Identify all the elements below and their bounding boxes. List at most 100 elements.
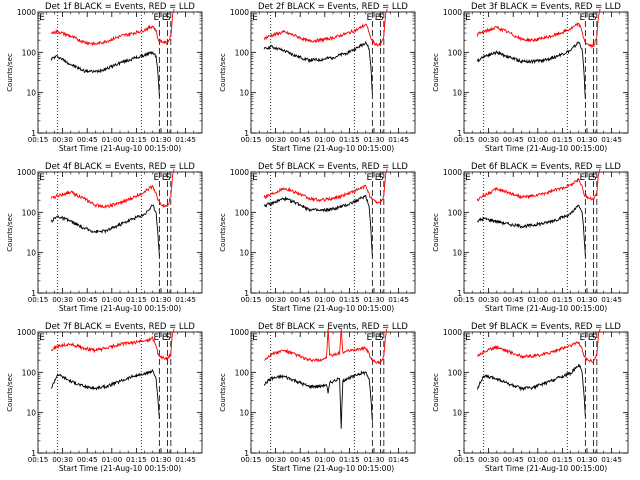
x-tick-label: 01:15 <box>126 455 147 464</box>
marker-label: E <box>252 173 258 183</box>
lld-series-line <box>50 8 175 47</box>
lld-series-line <box>264 328 388 365</box>
x-tick-label: 01:00 <box>101 455 122 464</box>
events-series-line <box>50 204 160 257</box>
y-tick-label: 100 <box>448 208 463 217</box>
marker-label: E <box>588 13 594 23</box>
x-tick-label: 00:45 <box>290 295 311 304</box>
panel-title: Det 7f BLACK = Events, RED = LLD <box>45 322 195 332</box>
x-tick-label: 01:00 <box>101 135 122 144</box>
panel-title: Det 6f BLACK = Events, RED = LLD <box>471 162 621 172</box>
marker-label: S <box>165 13 171 23</box>
x-tick-label: 01:15 <box>339 295 360 304</box>
y-axis-label: Counts/sec <box>219 53 227 92</box>
marker-label: E <box>367 173 373 183</box>
events-series-line <box>263 194 373 257</box>
x-tick-label: 00:15 <box>28 455 49 464</box>
y-tick-label: 1 <box>31 129 36 138</box>
lld-series-line <box>476 168 601 202</box>
y-tick-label: 1 <box>244 129 249 138</box>
marker-label: E <box>252 333 258 343</box>
lld-series-line <box>263 8 388 48</box>
marker-label: E <box>154 13 160 23</box>
lld-series-line <box>476 8 601 49</box>
x-tick-label: 01:45 <box>601 135 622 144</box>
x-tick-label: 01:45 <box>175 135 196 144</box>
x-tick-label: 01:00 <box>314 135 335 144</box>
panel-title: Det 8f BLACK = Events, RED = LLD <box>258 322 408 332</box>
x-tick-label: 00:30 <box>265 455 286 464</box>
lld-series-line <box>50 328 175 361</box>
plot-frame <box>250 171 416 294</box>
x-tick-label: 01:45 <box>601 295 622 304</box>
x-tick-label: 00:15 <box>241 455 262 464</box>
x-tick-label: 01:30 <box>577 455 598 464</box>
plot-frame <box>37 11 203 134</box>
y-tick-label: 1 <box>457 449 462 458</box>
plot-frame <box>250 331 416 454</box>
x-tick-label: 01:30 <box>364 455 385 464</box>
y-tick-label: 1000 <box>230 328 249 337</box>
events-series-line <box>263 40 373 95</box>
y-tick-label: 100 <box>448 48 463 57</box>
y-tick-label: 1000 <box>230 8 249 17</box>
x-tick-label: 00:30 <box>265 295 286 304</box>
marker-label: E <box>154 173 160 183</box>
x-tick-label: 01:30 <box>364 295 385 304</box>
x-tick-label: 01:15 <box>339 455 360 464</box>
x-tick-label: 01:15 <box>552 455 573 464</box>
events-series-line <box>476 41 586 99</box>
y-tick-label: 1000 <box>230 168 249 177</box>
x-tick-label: 01:30 <box>151 135 172 144</box>
x-tick-label: 01:30 <box>151 455 172 464</box>
marker-label: S <box>378 13 384 23</box>
detector-panel: Det 8f BLACK = Events, RED = LLD 1 10 100 10… <box>219 322 416 473</box>
y-tick-label: 1 <box>244 289 249 298</box>
panel-title: Det 3f BLACK = Events, RED = LLD <box>471 2 621 12</box>
y-axis-label: Counts/sec <box>432 213 440 252</box>
events-series-line <box>263 370 373 429</box>
x-tick-label: 01:00 <box>314 455 335 464</box>
marker-label: E <box>465 173 471 183</box>
x-tick-label: 00:15 <box>454 455 475 464</box>
y-tick-label: 100 <box>22 208 37 217</box>
x-tick-label: 01:00 <box>527 455 548 464</box>
x-tick-label: 00:45 <box>503 455 524 464</box>
y-tick-label: 1 <box>244 449 249 458</box>
y-tick-label: 10 <box>452 89 462 98</box>
y-tick-label: 100 <box>235 208 250 217</box>
x-tick-label: 00:30 <box>478 295 499 304</box>
detector-panel: Det 5f BLACK = Events, RED = LLD 1 10 100 10… <box>219 162 416 313</box>
plot-frame <box>37 331 203 454</box>
marker-label: E <box>252 13 258 23</box>
marker-label: S <box>165 173 171 183</box>
x-tick-label: 00:15 <box>28 295 49 304</box>
y-tick-label: 1000 <box>443 168 462 177</box>
x-axis-label: Start Time (21-Aug-10 00:15:00) <box>272 144 394 153</box>
x-tick-label: 01:45 <box>388 295 409 304</box>
y-tick-label: 10 <box>452 409 462 418</box>
y-axis-label: Counts/sec <box>6 373 14 412</box>
x-tick-label: 00:15 <box>28 135 49 144</box>
y-tick-label: 100 <box>235 368 250 377</box>
marker-label: E <box>580 333 586 343</box>
y-tick-label: 1 <box>31 449 36 458</box>
y-axis-label: Counts/sec <box>219 213 227 252</box>
x-axis-label: Start Time (21-Aug-10 00:15:00) <box>485 464 607 473</box>
x-axis-label: Start Time (21-Aug-10 00:15:00) <box>59 304 181 313</box>
y-axis-label: Counts/sec <box>6 53 14 92</box>
x-tick-label: 01:30 <box>151 295 172 304</box>
events-series-line <box>50 368 160 419</box>
marker-label: E <box>588 333 594 343</box>
plot-frame <box>37 171 203 294</box>
x-tick-label: 01:45 <box>388 455 409 464</box>
marker-label: E <box>580 13 586 23</box>
x-tick-label: 01:15 <box>552 135 573 144</box>
x-axis-label: Start Time (21-Aug-10 00:15:00) <box>59 144 181 153</box>
panel-title: Det 2f BLACK = Events, RED = LLD <box>258 2 408 12</box>
marker-label: E <box>154 333 160 343</box>
x-tick-label: 00:30 <box>52 455 73 464</box>
x-tick-label: 00:30 <box>52 295 73 304</box>
x-tick-label: 00:15 <box>241 295 262 304</box>
